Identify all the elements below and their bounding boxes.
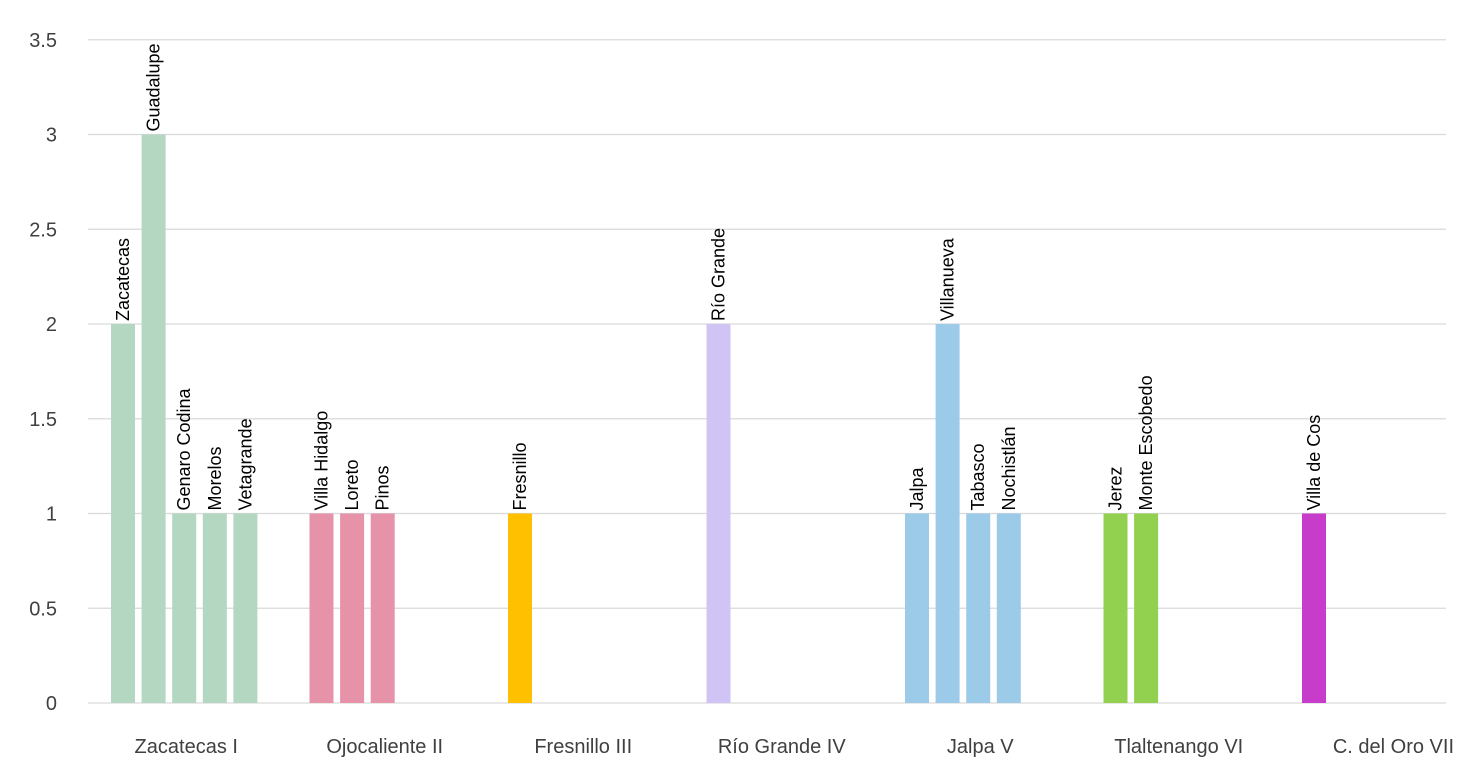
bar-label: Villanueva [938, 237, 958, 321]
bar-label: Jalpa [907, 466, 927, 510]
bar [905, 513, 929, 703]
bar [111, 324, 135, 703]
x-category-label: Fresnillo III [534, 736, 632, 758]
y-axis-tick-labels: 0 0.5 1 1.5 2 2.5 3 3.5 [29, 30, 57, 715]
bar-label: Genaro Codina [174, 387, 194, 510]
bar-label: Guadalupe [144, 43, 164, 131]
bar [340, 513, 365, 703]
y-tick-label: 0.5 [29, 598, 57, 620]
bar-label: Jerez [1106, 466, 1126, 510]
x-category-label: Zacatecas I [135, 736, 238, 758]
bar [1302, 513, 1326, 703]
bar [966, 513, 991, 703]
y-tick-label: 3.5 [29, 30, 57, 52]
bar-label: Fresnillo [510, 442, 530, 510]
gridlines [88, 39, 1446, 704]
bar [141, 134, 166, 703]
bars [111, 134, 1326, 703]
y-tick-label: 1 [46, 504, 57, 526]
bar-label: Río Grande [709, 228, 729, 321]
bar-label: Vetagrande [235, 418, 255, 510]
bar [706, 324, 731, 703]
bar [172, 513, 197, 703]
x-category-label: Río Grande IV [718, 736, 847, 758]
bar [370, 513, 395, 703]
y-tick-label: 1.5 [29, 409, 57, 431]
bar [935, 324, 960, 703]
bar-label: Pinos [373, 465, 393, 510]
y-tick-label: 2 [46, 314, 57, 336]
bar [508, 513, 532, 703]
x-category-label: Jalpa V [947, 736, 1014, 758]
y-tick-label: 0 [46, 693, 57, 715]
bar-label: Morelos [205, 446, 225, 510]
bar [996, 513, 1021, 703]
x-category-label: Ojocaliente II [326, 736, 443, 758]
y-tick-label: 2.5 [29, 219, 57, 241]
bar-labels: Zacatecas Guadalupe Genaro Codina Morelos Ve… [113, 43, 1324, 510]
bar [309, 513, 334, 703]
bar [233, 513, 258, 703]
bar-label: Tabasco [968, 443, 988, 510]
bar-label: Villa de Cos [1304, 415, 1324, 511]
x-axis-category-labels: Zacatecas I Ojocaliente II Fresnillo III Rí… [135, 736, 1454, 758]
bar [1103, 513, 1128, 703]
bar-label: Monte Escobedo [1136, 375, 1156, 510]
bar-label: Loreto [342, 459, 362, 510]
x-category-label: C. del Oro VII [1333, 736, 1454, 758]
bar [1134, 513, 1159, 703]
x-category-label: Tlaltenango VI [1114, 736, 1243, 758]
bar-label: Villa Hidalgo [312, 411, 332, 511]
y-tick-label: 3 [46, 125, 57, 147]
bar-label: Zacatecas [113, 238, 133, 321]
bar-label: Nochistlán [999, 426, 1019, 510]
bar [202, 513, 227, 703]
